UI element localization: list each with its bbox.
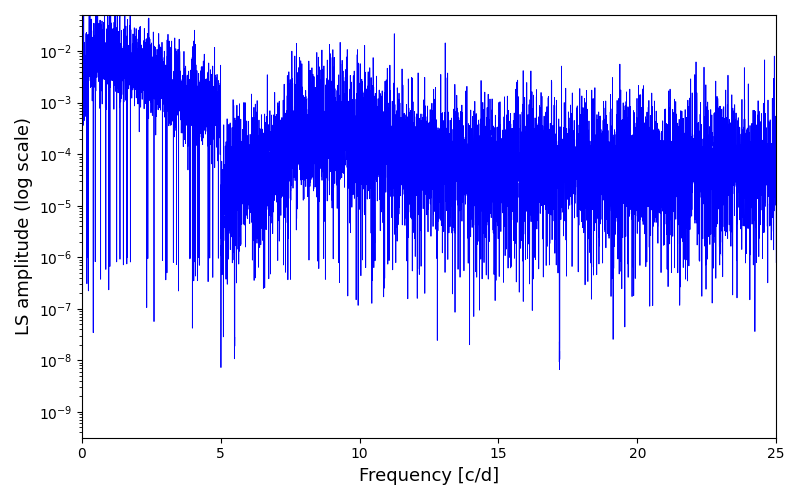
- X-axis label: Frequency [c/d]: Frequency [c/d]: [359, 467, 499, 485]
- Y-axis label: LS amplitude (log scale): LS amplitude (log scale): [15, 118, 33, 336]
